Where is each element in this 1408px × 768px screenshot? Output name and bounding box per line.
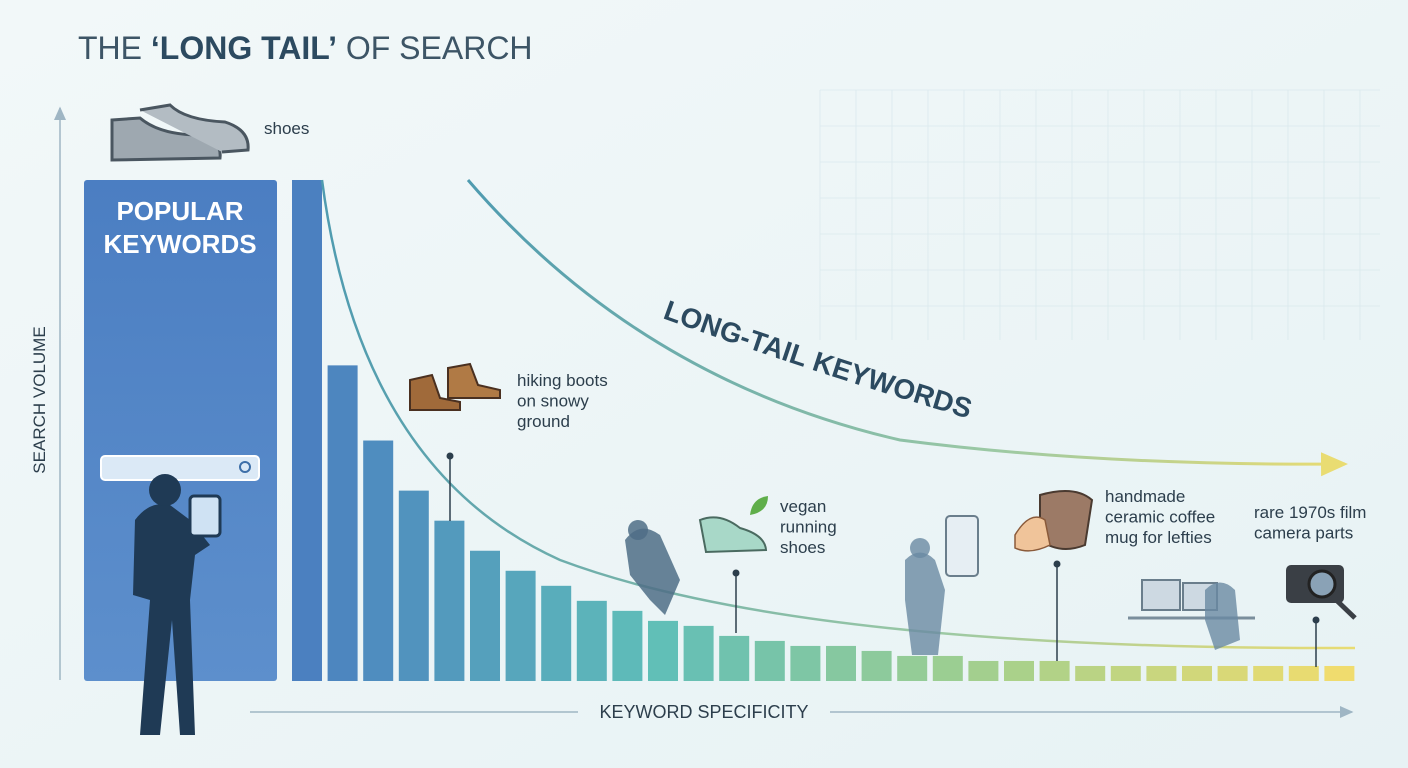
title: THE ‘LONG TAIL’ OF SEARCH xyxy=(78,30,533,66)
bar xyxy=(1110,665,1141,681)
pin-head xyxy=(1053,560,1061,568)
title-part: THE xyxy=(78,30,151,66)
keyword-label: shoes xyxy=(780,538,825,557)
title-part: ‘LONG TAIL’ xyxy=(151,30,337,66)
boots-icon xyxy=(447,362,501,399)
bar xyxy=(1004,660,1034,681)
bar xyxy=(1039,660,1070,681)
search-bar xyxy=(100,455,260,481)
person-head xyxy=(628,520,648,540)
bar xyxy=(648,620,678,681)
pin-head xyxy=(446,452,454,460)
person-head xyxy=(910,538,930,558)
bar xyxy=(1253,665,1284,681)
bar xyxy=(363,440,394,681)
search-icon xyxy=(239,461,251,473)
bar xyxy=(576,600,607,681)
shoe-icon xyxy=(139,103,250,154)
keyword-label: vegan xyxy=(780,497,826,516)
bar xyxy=(1217,665,1248,681)
magnifier xyxy=(1330,594,1357,620)
person-phone xyxy=(905,552,945,655)
keyword-label: rare 1970s film xyxy=(1254,503,1366,522)
bar xyxy=(1075,665,1106,681)
bar xyxy=(612,610,643,681)
keyword-label: mug for lefties xyxy=(1105,528,1212,547)
bar xyxy=(861,650,892,681)
keyword-label: handmade xyxy=(1105,487,1185,506)
bar xyxy=(897,655,928,681)
hand-icon xyxy=(1014,516,1051,552)
tail-curve xyxy=(320,179,1356,650)
bar xyxy=(470,550,500,681)
person-head xyxy=(149,474,181,506)
bar xyxy=(541,585,572,681)
popular-block xyxy=(84,180,277,681)
bar xyxy=(683,625,714,681)
keyword-label: on snowy xyxy=(517,392,589,411)
popular-label: POPULAR xyxy=(116,196,243,226)
bars xyxy=(292,180,1355,681)
popular-label: KEYWORDS xyxy=(103,229,256,259)
y-axis-label: SEARCH VOLUME xyxy=(30,326,49,473)
keyword-label: ground xyxy=(517,412,570,431)
bar xyxy=(434,520,465,681)
person-silhouette xyxy=(133,504,210,735)
pin-head xyxy=(1312,616,1320,624)
keyword-label: running xyxy=(780,518,837,537)
bar xyxy=(826,645,856,681)
keyword-label: camera parts xyxy=(1254,524,1353,543)
phone-icon xyxy=(945,515,979,577)
bar xyxy=(719,635,750,681)
monitor-icon xyxy=(1141,579,1181,611)
person-desk xyxy=(1205,582,1240,650)
x-axis-label: KEYWORD SPECIFICITY xyxy=(599,702,808,722)
bar xyxy=(1182,665,1212,681)
boots-icon xyxy=(409,373,461,411)
bar xyxy=(327,365,358,681)
tablet xyxy=(188,494,222,538)
person-crouching xyxy=(625,528,680,615)
decor-grid xyxy=(819,89,1380,340)
keyword-label: hiking boots xyxy=(517,371,608,390)
title-part: OF SEARCH xyxy=(337,30,533,66)
keyword-label: shoes xyxy=(264,119,309,138)
keyword-label: ceramic coffee xyxy=(1105,508,1215,527)
bar xyxy=(754,640,785,681)
bar xyxy=(790,645,821,681)
leaf-icon xyxy=(750,496,768,515)
bar xyxy=(1288,665,1319,681)
bar xyxy=(1324,665,1355,681)
bar xyxy=(505,570,536,681)
bar xyxy=(398,490,429,681)
bar xyxy=(932,655,963,681)
camera-lens xyxy=(1307,569,1337,599)
long-tail-arrow xyxy=(466,179,1348,477)
bar xyxy=(968,660,999,681)
pin-head xyxy=(732,569,740,577)
vegan-shoe-icon xyxy=(698,516,768,554)
bar xyxy=(292,180,322,681)
bar xyxy=(1146,665,1177,681)
